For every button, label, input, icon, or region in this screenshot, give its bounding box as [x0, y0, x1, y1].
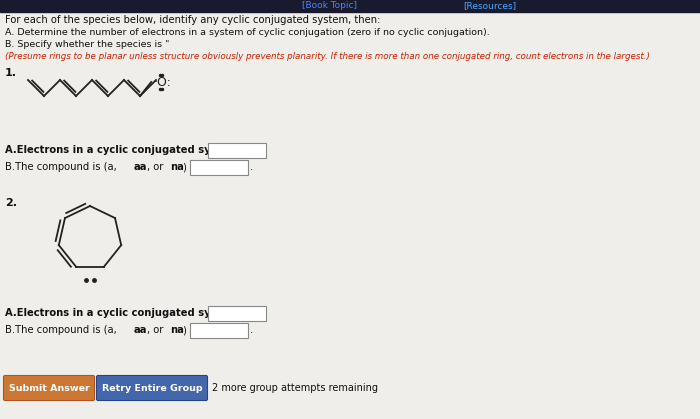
Bar	[0, 0, 700, 12]
Bar	[208, 306, 266, 321]
Text: A. Determine the number of electrons in a system of cyclic conjugation (zero if : A. Determine the number of electrons in …	[5, 28, 490, 37]
FancyBboxPatch shape	[4, 375, 94, 401]
Text: na: na	[170, 162, 184, 172]
Text: ): )	[182, 325, 186, 335]
Text: .: .	[250, 162, 253, 172]
Bar	[190, 323, 248, 338]
Text: ·Ö:: ·Ö:	[153, 75, 171, 88]
Text: , or: , or	[147, 162, 167, 172]
Text: 2 more group attempts remaining: 2 more group attempts remaining	[212, 383, 378, 393]
Text: aa: aa	[134, 325, 148, 335]
Text: 1.: 1.	[5, 68, 17, 78]
Bar	[190, 160, 248, 175]
Text: ): )	[182, 162, 186, 172]
Text: B. Specify whether the species is ": B. Specify whether the species is "	[5, 40, 169, 49]
Text: [Resources]: [Resources]	[463, 2, 517, 10]
Text: A.Electrons in a cyclic conjugated system.: A.Electrons in a cyclic conjugated syste…	[5, 145, 242, 155]
Text: B.The compound is (a,: B.The compound is (a,	[5, 325, 120, 335]
Text: For each of the species below, identify any cyclic conjugated system, then:: For each of the species below, identify …	[5, 15, 380, 25]
Text: (Presume rings to be planar unless structure obviously prevents planarity. If th: (Presume rings to be planar unless struc…	[5, 52, 650, 61]
Text: na: na	[170, 325, 184, 335]
Text: B.The compound is (a,: B.The compound is (a,	[5, 162, 120, 172]
FancyBboxPatch shape	[97, 375, 207, 401]
Text: .: .	[250, 325, 253, 335]
Text: [Book Topic]: [Book Topic]	[302, 2, 358, 10]
Text: 2.: 2.	[5, 198, 17, 208]
Text: aa: aa	[134, 162, 148, 172]
Text: Retry Entire Group: Retry Entire Group	[102, 383, 202, 393]
Text: Submit Answer: Submit Answer	[8, 383, 90, 393]
Bar	[208, 143, 266, 158]
Text: , or: , or	[147, 325, 167, 335]
Text: A.Electrons in a cyclic conjugated system.: A.Electrons in a cyclic conjugated syste…	[5, 308, 242, 318]
